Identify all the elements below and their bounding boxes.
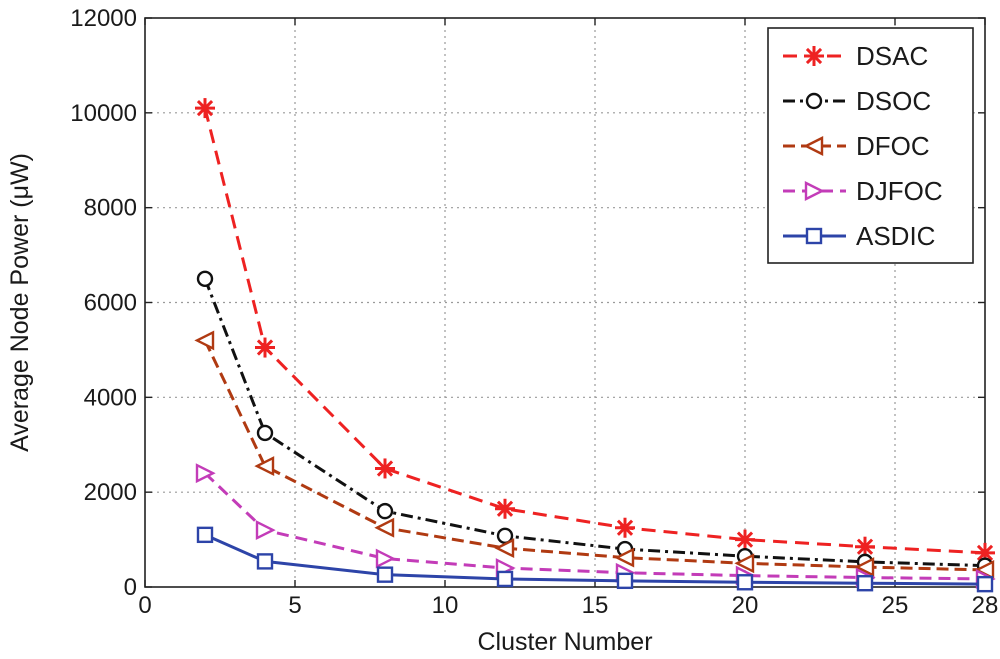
series-dfoc: [194, 330, 995, 580]
data-point: [495, 498, 515, 519]
data-point: [195, 98, 215, 119]
legend-label: DFOC: [856, 131, 930, 161]
data-point: [374, 517, 395, 538]
legend-item: ASDIC: [783, 221, 935, 251]
legend-marker: [804, 46, 824, 66]
data-point: [195, 463, 216, 484]
x-tick-label: 15: [582, 592, 609, 619]
series-line: [204, 533, 986, 586]
legend-marker: [804, 181, 825, 201]
y-tick-label: 12000: [70, 5, 137, 32]
data-point: [615, 517, 635, 538]
data-point: [376, 502, 394, 520]
legend-item: DSAC: [783, 41, 928, 71]
series-asdic: [196, 526, 994, 593]
series-line: [203, 472, 986, 581]
legend-marker: [805, 227, 823, 245]
data-point: [196, 526, 214, 544]
data-point: [496, 570, 514, 588]
y-tick-label: 0: [124, 574, 137, 601]
legend-label: DSOC: [856, 86, 931, 116]
x-axis-label: Cluster Number: [477, 628, 652, 656]
data-point: [856, 575, 874, 592]
x-tick-label: 5: [288, 592, 301, 619]
data-point: [376, 566, 394, 583]
data-point: [734, 553, 755, 574]
data-point: [194, 330, 215, 351]
data-point: [614, 547, 635, 568]
x-tick-label: 20: [732, 592, 759, 619]
data-point: [254, 456, 275, 477]
data-point: [855, 536, 875, 557]
x-tick-label: 25: [882, 592, 909, 619]
data-point: [735, 529, 755, 550]
series-dsoc: [196, 270, 994, 574]
data-point: [255, 337, 275, 358]
data-point: [256, 424, 274, 442]
legend-item: DFOC: [783, 131, 930, 161]
data-point: [375, 458, 395, 479]
legend-label: ASDIC: [856, 221, 935, 251]
y-axis-label: Average Node Power (μW): [6, 153, 34, 452]
data-point: [196, 270, 214, 287]
legend-label: DSAC: [856, 41, 928, 71]
data-point: [854, 557, 875, 578]
data-point: [255, 520, 276, 541]
y-tick-label: 4000: [84, 384, 137, 411]
legend-marker: [803, 136, 824, 156]
data-point: [375, 548, 396, 569]
y-tick-label: 6000: [84, 290, 137, 317]
legend-marker: [805, 92, 823, 110]
series-line: [203, 339, 986, 572]
x-tick-label: 28: [972, 592, 999, 619]
grid-lines: [145, 18, 985, 587]
data-point: [736, 574, 754, 591]
data-point: [976, 575, 994, 593]
data-point: [494, 538, 515, 559]
legend-label: DJFOC: [856, 176, 943, 206]
y-tick-label: 10000: [70, 100, 137, 127]
series-line: [203, 107, 986, 555]
legend: DSAC DSOC DFOC DJFOC ASDIC: [767, 27, 974, 264]
data-point: [256, 553, 274, 570]
y-tick-label: 2000: [84, 479, 137, 506]
legend-item: DJFOC: [783, 176, 943, 206]
axis-ticks: 0 5 10 15 20 25 28 0 2000 4000 6000 8000 10000 12000: [70, 5, 998, 619]
x-tick-label: 10: [432, 592, 459, 619]
series-layer: [194, 98, 996, 593]
data-point: [616, 572, 634, 590]
y-tick-label: 8000: [84, 195, 137, 222]
series-dsac: [195, 98, 995, 563]
legend-item: DSOC: [783, 86, 931, 116]
x-tick-label: 0: [138, 592, 151, 619]
